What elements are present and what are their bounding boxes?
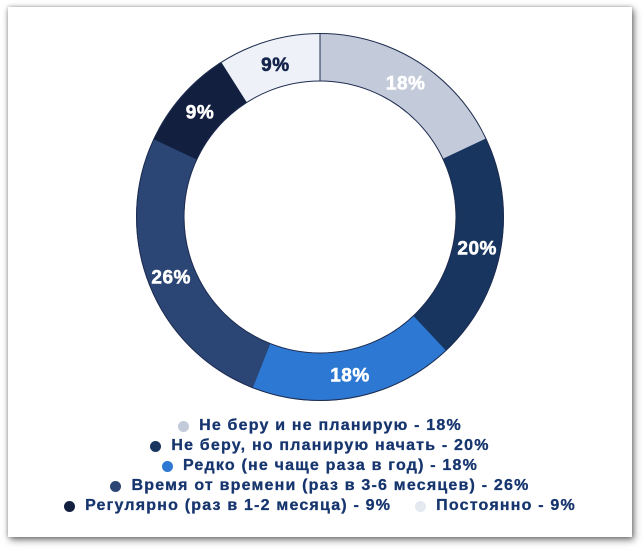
svg-text:9%: 9%: [261, 55, 289, 76]
svg-text:18%: 18%: [386, 73, 426, 94]
svg-text:26%: 26%: [151, 267, 191, 288]
svg-text:9%: 9%: [186, 103, 214, 124]
svg-text:18%: 18%: [330, 366, 370, 387]
svg-text:20%: 20%: [457, 239, 497, 260]
